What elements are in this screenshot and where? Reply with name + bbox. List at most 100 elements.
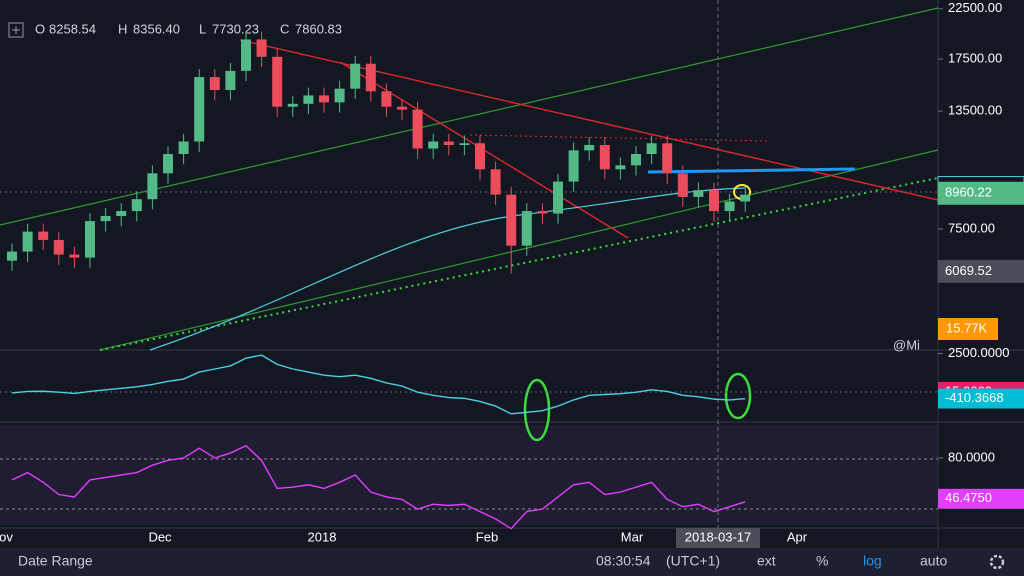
candle-body xyxy=(100,216,111,222)
candle-body xyxy=(272,56,283,107)
candle-body xyxy=(740,194,751,202)
candle-body xyxy=(287,103,298,107)
trend-line xyxy=(99,177,939,351)
candle-body xyxy=(241,39,251,71)
y-tick-label: 7500.00 xyxy=(948,220,995,235)
value-badge xyxy=(938,388,1024,409)
rsi-band xyxy=(0,425,938,525)
candle-body xyxy=(709,190,719,212)
candle-body xyxy=(443,141,454,146)
x-tick-label: Apr xyxy=(787,529,808,544)
settings-icon[interactable] xyxy=(989,554,1005,570)
price-badge-label: 8960.22 xyxy=(945,185,992,200)
candle-body xyxy=(397,106,407,110)
candle-body xyxy=(553,181,563,214)
candle-body xyxy=(459,143,470,146)
moving-average xyxy=(149,187,746,351)
candle-body xyxy=(194,77,205,142)
indicator-line xyxy=(11,354,746,415)
candle-body xyxy=(506,194,517,246)
candle-body xyxy=(38,231,49,240)
candle-body xyxy=(22,231,33,252)
candle-body xyxy=(490,169,501,195)
candle-body xyxy=(475,143,485,170)
y-tick-label: 22500.00 xyxy=(948,0,1002,15)
auto-toggle[interactable]: auto xyxy=(920,553,947,569)
ohlc-key: C xyxy=(280,21,289,36)
value-badge xyxy=(938,488,1024,509)
candle-body xyxy=(334,88,345,103)
candle-body xyxy=(7,251,17,261)
indicator-line xyxy=(11,444,746,530)
candle-body xyxy=(319,95,329,103)
candle-body xyxy=(209,77,220,90)
clock: 08:30:54 xyxy=(596,553,651,569)
candle-body xyxy=(53,239,64,255)
ohlc-value: 7730.23 xyxy=(212,21,259,36)
trend-line xyxy=(239,39,939,201)
ohlc-value: 7860.83 xyxy=(295,21,342,36)
watermark: @Mi xyxy=(893,337,920,352)
y-tick-label: 17500.00 xyxy=(948,51,1002,66)
add-icon[interactable] xyxy=(8,22,24,38)
x-tick-label: Feb xyxy=(476,529,498,544)
candle-body xyxy=(584,145,595,151)
date-range-button[interactable]: Date Range xyxy=(18,553,93,569)
candle-body xyxy=(131,199,142,212)
candle-body xyxy=(693,190,704,197)
candle-body xyxy=(662,143,673,174)
candle-body xyxy=(365,63,376,92)
price-badge xyxy=(937,259,1024,283)
price-badge-label: 6069.52 xyxy=(945,263,992,278)
candle-body xyxy=(69,254,80,258)
candle-body xyxy=(350,63,361,89)
log-toggle[interactable]: log xyxy=(863,553,882,569)
y-tick-label: 80.0000 xyxy=(948,449,995,464)
candle-body xyxy=(724,201,735,212)
candle-body xyxy=(646,143,657,154)
ohlc-key: L xyxy=(199,21,206,36)
highlight-oval xyxy=(523,378,551,442)
candle-body xyxy=(303,95,314,104)
price-badge xyxy=(937,181,1024,205)
volume-label: 15.77K xyxy=(946,320,988,335)
candle-body xyxy=(568,150,579,182)
ohlc-key: O xyxy=(35,21,45,36)
ohlc-value: 8356.40 xyxy=(133,21,180,36)
x-tick-label: Mar xyxy=(621,529,644,544)
value-badge-label: 46.4750 xyxy=(945,490,992,505)
x-tick-label: 2018 xyxy=(308,529,337,544)
timezone[interactable]: (UTC+1) xyxy=(666,553,720,569)
resistance-line xyxy=(469,134,771,142)
candle-body xyxy=(178,141,189,154)
ohlc-value: 8258.54 xyxy=(49,21,96,36)
highlight-oval xyxy=(724,372,752,420)
candle-body xyxy=(599,145,610,170)
volume-badge xyxy=(938,318,998,340)
ext-toggle[interactable]: ext xyxy=(757,553,776,569)
candle-body xyxy=(381,91,392,107)
toolbar xyxy=(0,548,1024,576)
ohlc-key: H xyxy=(118,21,127,36)
candle-body xyxy=(116,211,127,217)
y-tick-label: 2500.0000 xyxy=(948,345,1009,360)
trend-line xyxy=(99,149,939,351)
candle-body xyxy=(163,153,173,174)
candle-body xyxy=(428,141,439,149)
percent-toggle[interactable]: % xyxy=(816,553,828,569)
candle-body xyxy=(615,165,626,170)
candle-body xyxy=(147,173,158,200)
candle-body xyxy=(256,39,267,57)
candle-body xyxy=(412,109,423,149)
y-tick-label: 13500.00 xyxy=(948,103,1002,118)
candle-body xyxy=(85,221,95,258)
candle-body xyxy=(677,173,688,197)
candle-body xyxy=(631,153,641,166)
level-line xyxy=(647,167,856,174)
candle-body xyxy=(537,211,548,214)
x-tick-label: 2018-03-17 xyxy=(685,529,752,544)
crosshair-badge xyxy=(676,528,760,548)
candle-body xyxy=(521,211,532,246)
value-badge-label: -410.3668 xyxy=(945,390,1004,405)
